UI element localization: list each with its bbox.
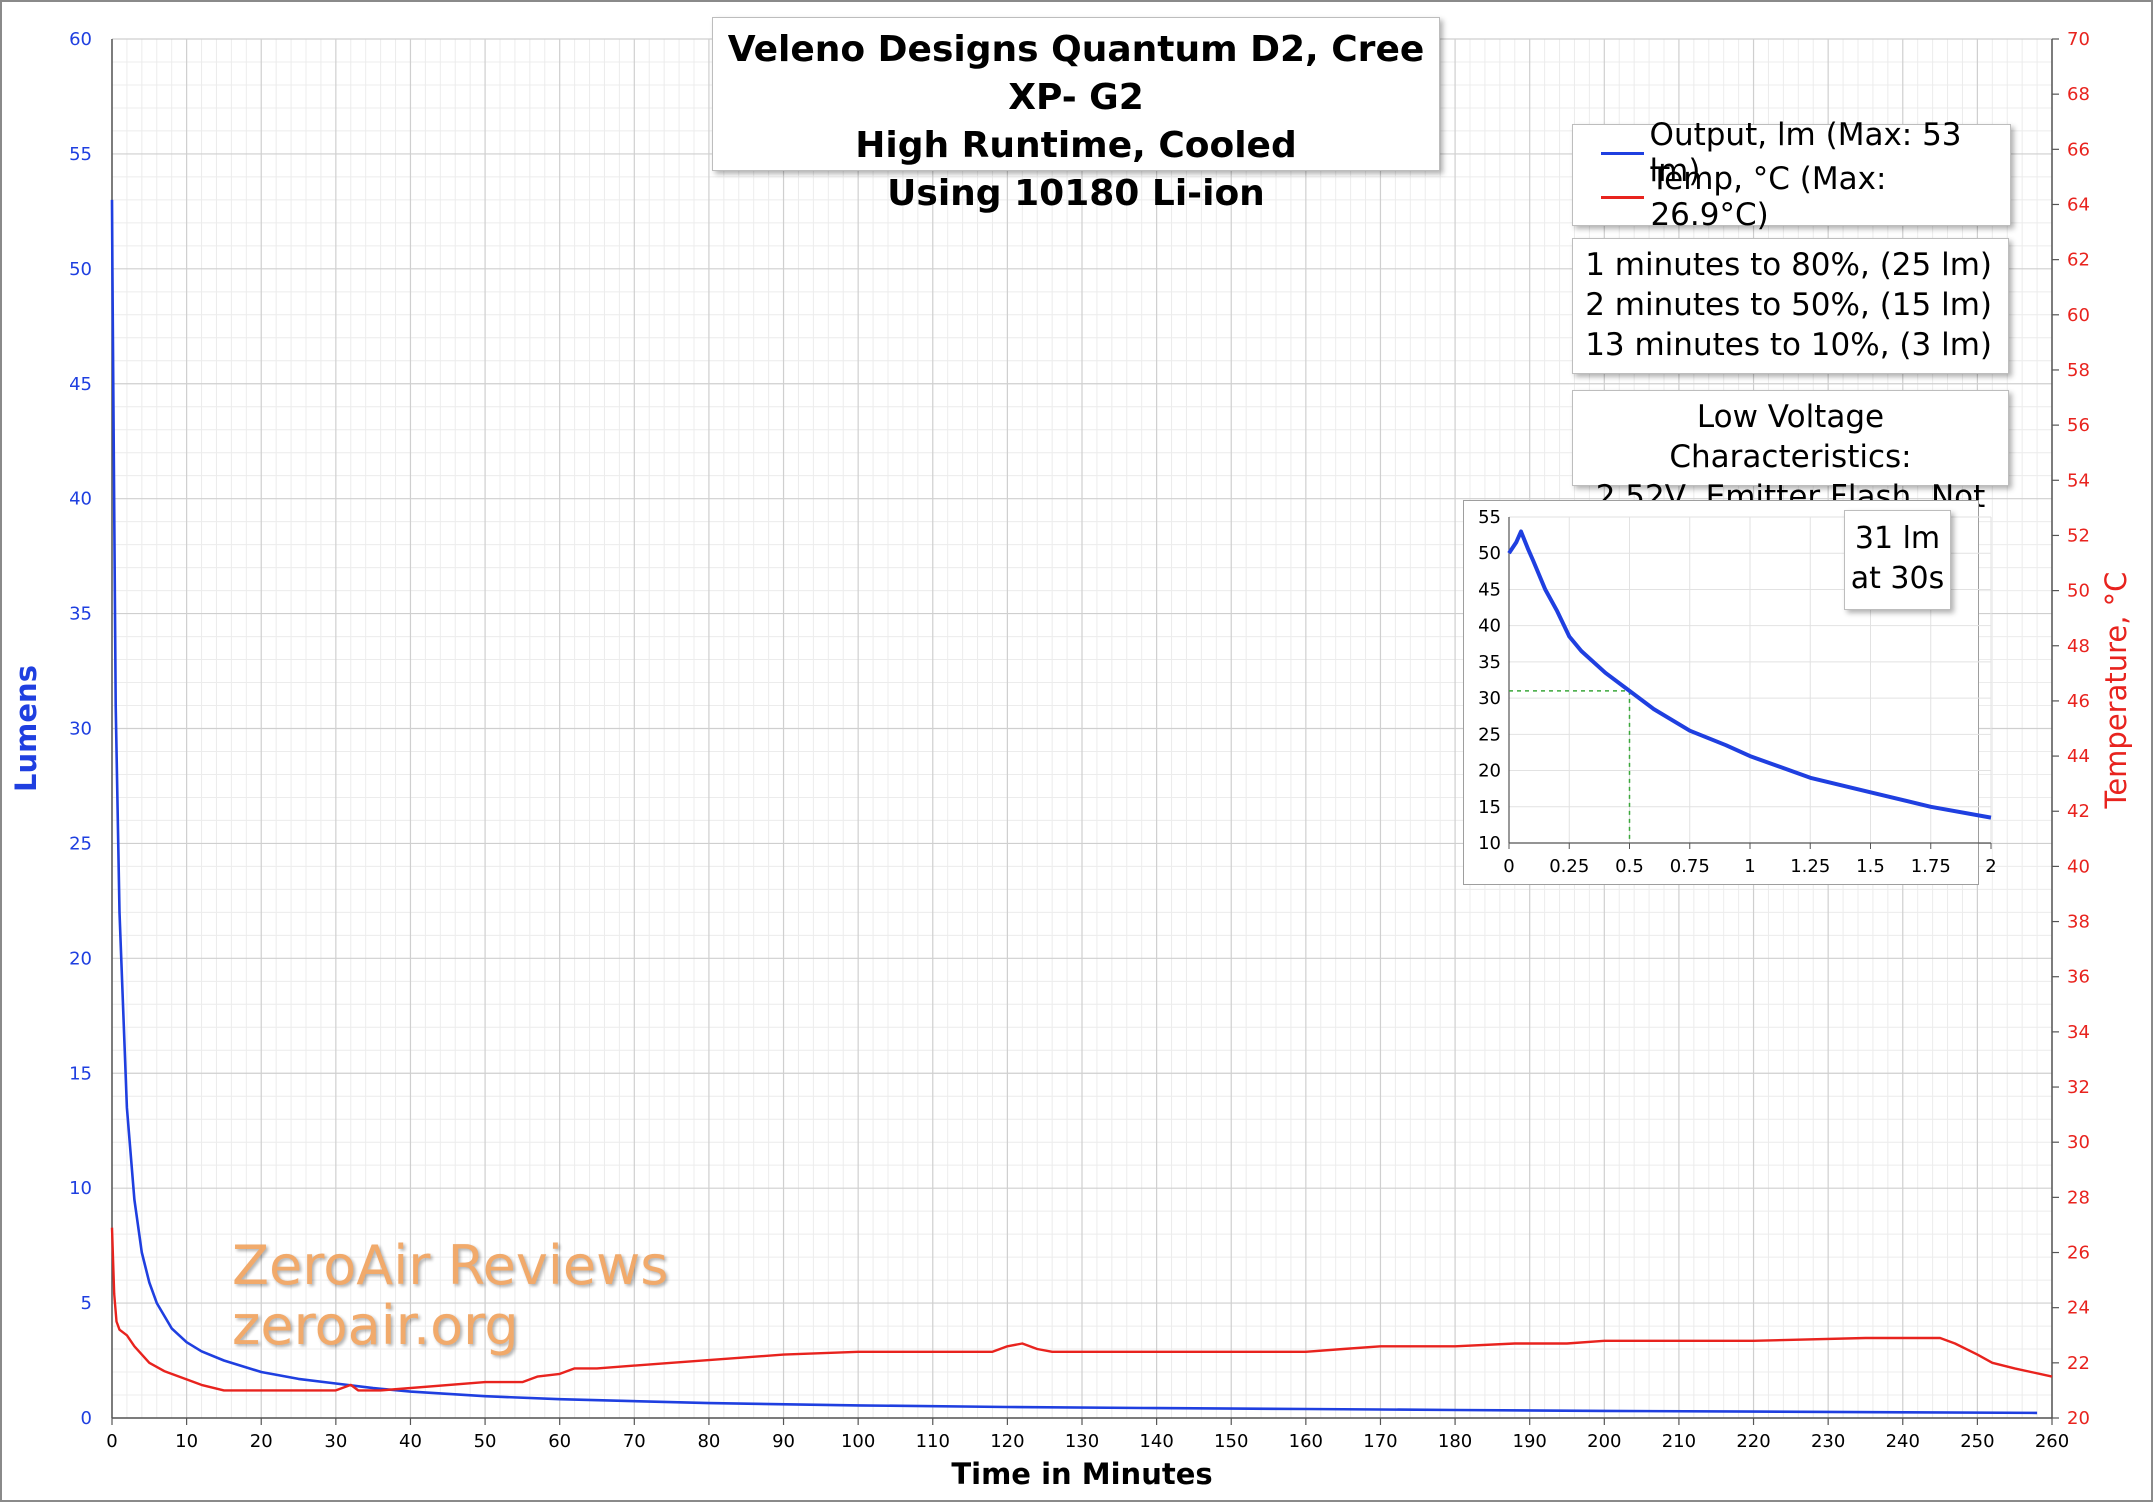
y2-tick-label: 58 [2067, 360, 2090, 381]
x-tick-label: 40 [399, 1431, 422, 1452]
legend-label-output: Output, lm (Max: 53 lm) [1649, 117, 1962, 189]
x-tick-label: 20 [250, 1431, 273, 1452]
x-tick-label: 210 [1662, 1431, 1696, 1452]
x-tick-label: 60 [548, 1431, 571, 1452]
y2-tick-label: 44 [2067, 746, 2090, 767]
x-tick-label: 0 [106, 1431, 117, 1452]
x-tick-label: 230 [1811, 1431, 1845, 1452]
x-tick-label: 150 [1214, 1431, 1248, 1452]
y2-tick-label: 22 [2067, 1353, 2090, 1374]
y2-axis-title: Temperature, °C [2099, 572, 2133, 810]
y2-tick-label: 40 [2067, 856, 2090, 877]
y2-tick-label: 20 [2067, 1408, 2090, 1429]
y2-tick-label: 54 [2067, 470, 2090, 491]
y2-tick-label: 36 [2067, 967, 2090, 988]
y-tick-label: 35 [69, 604, 92, 625]
y-tick-label: 5 [81, 1293, 92, 1314]
y2-tick-label: 26 [2067, 1243, 2090, 1264]
y2-tick-label: 60 [2067, 305, 2090, 326]
temperature-series-line [110, 1227, 2053, 1392]
legend-swatch-output [1601, 151, 1644, 155]
y2-tick-label: 70 [2067, 29, 2090, 50]
low-voltage-box: Low Voltage Characteristics: 2.52V, Emit… [1572, 390, 2009, 555]
y2-tick-label: 66 [2067, 139, 2090, 160]
runtime-stats-box: 1 minutes to 80%, (25 lm) 2 minutes to 5… [1572, 238, 2009, 374]
y-tick-label: 45 [69, 374, 92, 395]
y2-tick-label: 68 [2067, 84, 2090, 105]
y2-tick-label: 32 [2067, 1077, 2090, 1098]
y-tick-label: 40 [69, 489, 92, 510]
x-tick-label: 30 [324, 1431, 347, 1452]
y2-tick-label: 56 [2067, 415, 2090, 436]
chart-title: Veleno Designs Quantum D2, Cree XP- G2 [727, 29, 1425, 118]
watermark-line-2: zeroair.org [232, 1294, 519, 1357]
y-tick-label: 30 [69, 719, 92, 740]
y2-tick-label: 52 [2067, 525, 2090, 546]
y2-tick-label: 24 [2067, 1298, 2090, 1319]
inset-annotation-time: at 30s [1850, 561, 1945, 596]
x-tick-label: 100 [841, 1431, 875, 1452]
stat-line-2: 2 minutes to 50%, (15 lm) [1585, 287, 1992, 323]
y2-tick-label: 30 [2067, 1132, 2090, 1153]
legend: Output, lm (Max: 53 lm) Temp, °C (Max: 2… [1572, 117, 2011, 233]
legend-item-temp: Temp, °C (Max: 26.9°C) [1601, 161, 2010, 233]
x-tick-label: 140 [1139, 1431, 1173, 1452]
inset-annotation-box: 31 lm at 30s [1844, 510, 1951, 610]
y2-tick-label: 50 [2067, 581, 2090, 602]
y2-tick-label: 62 [2067, 250, 2090, 271]
x-tick-label: 250 [1960, 1431, 1994, 1452]
x-tick-label: 50 [474, 1431, 497, 1452]
y-tick-label: 25 [69, 833, 92, 854]
y-tick-label: 55 [69, 144, 92, 165]
y-tick-label: 60 [69, 29, 92, 50]
y-tick-label: 50 [69, 259, 92, 280]
inset-annotation-value: 31 lm [1854, 521, 1941, 556]
y-tick-label: 20 [69, 948, 92, 969]
x-tick-label: 10 [175, 1431, 198, 1452]
y2-tick-label: 28 [2067, 1187, 2090, 1208]
y2-tick-label: 42 [2067, 801, 2090, 822]
legend-swatch-temp [1601, 195, 1645, 199]
chart-subtitle-2: Using 10180 Li-ion [887, 173, 1265, 214]
x-tick-label: 110 [916, 1431, 950, 1452]
x-tick-label: 160 [1289, 1431, 1323, 1452]
output-series-line [110, 199, 2038, 1415]
x-tick-label: 80 [697, 1431, 720, 1452]
y2-tick-label: 38 [2067, 912, 2090, 933]
x-tick-label: 90 [772, 1431, 795, 1452]
x-tick-label: 170 [1363, 1431, 1397, 1452]
x-tick-label: 130 [1065, 1431, 1099, 1452]
y2-tick-label: 48 [2067, 636, 2090, 657]
chart-title-box: Veleno Designs Quantum D2, Cree XP- G2 H… [712, 17, 1440, 214]
stat-line-3: 13 minutes to 10%, (3 lm) [1585, 327, 1992, 363]
low-voltage-heading: Low Voltage Characteristics: [1669, 399, 1912, 475]
y2-tick-label: 46 [2067, 691, 2090, 712]
legend-label-temp: Temp, °C (Max: 26.9°C) [1650, 161, 1887, 233]
watermark: ZeroAir Reviews zeroair.org [232, 1236, 668, 1356]
x-tick-label: 200 [1587, 1431, 1621, 1452]
x-tick-label: 70 [623, 1431, 646, 1452]
x-tick-label: 180 [1438, 1431, 1472, 1452]
chart-subtitle-1: High Runtime, Cooled [855, 125, 1297, 166]
y2-tick-label: 64 [2067, 194, 2090, 215]
y2-tick-label: 34 [2067, 1022, 2090, 1043]
y-tick-label: 0 [81, 1408, 92, 1429]
x-tick-label: 260 [2035, 1431, 2069, 1452]
x-tick-label: 190 [1513, 1431, 1547, 1452]
x-axis-title: Time in Minutes [951, 1457, 1212, 1491]
legend-item-output: Output, lm (Max: 53 lm) [1601, 117, 2010, 189]
y-tick-label: 15 [69, 1063, 92, 1084]
x-tick-label: 220 [1736, 1431, 1770, 1452]
stat-line-1: 1 minutes to 80%, (25 lm) [1585, 247, 1992, 283]
x-tick-label: 120 [990, 1431, 1024, 1452]
y-axis-title: Lumens [9, 665, 43, 792]
y-tick-label: 10 [69, 1178, 92, 1199]
watermark-line-1: ZeroAir Reviews [232, 1234, 669, 1297]
x-tick-label: 240 [1886, 1431, 1920, 1452]
